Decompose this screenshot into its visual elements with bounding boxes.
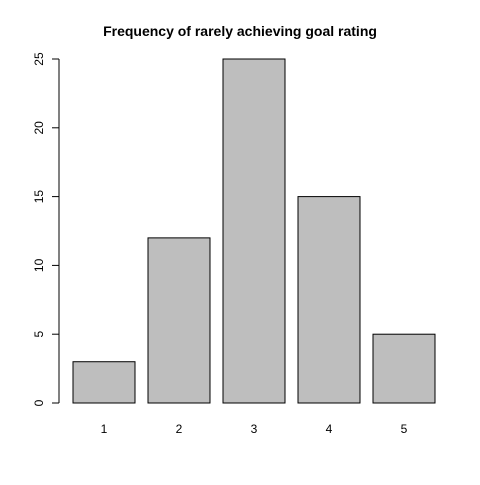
bar-2 [147,237,211,404]
y-axis: 0 5 10 15 20 25 [32,52,60,406]
y-tick-label: 10 [32,258,46,272]
x-tick-label: 3 [251,422,258,436]
chart-title: Frequency of rarely achieving goal ratin… [103,23,377,39]
x-tick-labels: 1 2 3 4 5 [101,422,408,436]
y-tick-label: 15 [32,190,46,204]
x-tick-label: 1 [101,422,108,436]
bar-3 [222,58,286,404]
x-tick-label: 4 [326,422,333,436]
bar-4 [297,196,361,404]
bars-group [72,58,436,404]
y-tick-label: 20 [32,121,46,135]
bar-1 [72,361,136,404]
y-tick-label: 0 [32,399,46,406]
x-tick-label: 5 [401,422,408,436]
bar-5 [372,333,436,404]
x-tick-label: 2 [176,422,183,436]
y-tick-label: 25 [32,52,46,66]
y-tick-label: 5 [32,331,46,338]
